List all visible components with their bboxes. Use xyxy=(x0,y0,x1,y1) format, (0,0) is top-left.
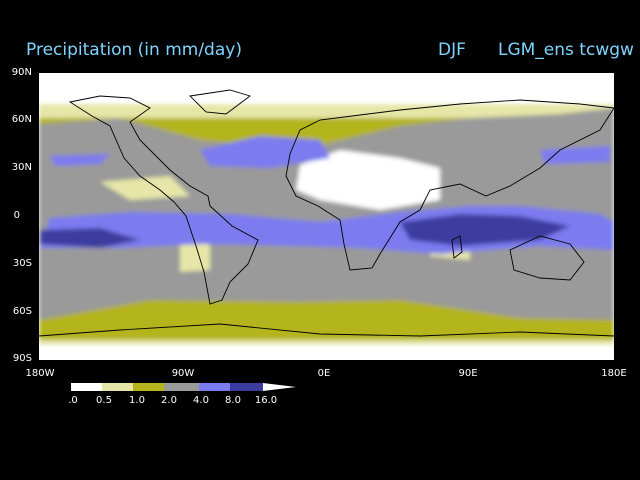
colorbar xyxy=(71,383,296,391)
madagascar-coast xyxy=(451,235,463,259)
colorbar-label: 1.0 xyxy=(129,395,145,406)
n-atlantic-storm xyxy=(200,136,330,168)
precip-field xyxy=(39,73,614,360)
lat-tick: 90N xyxy=(11,67,32,78)
colorbar-label: .0 xyxy=(68,395,78,406)
colorbar-label: 0.5 xyxy=(96,395,112,406)
lon-tick: 90E xyxy=(458,368,478,379)
lat-tick: 30N xyxy=(11,162,32,173)
antarctica-coast xyxy=(39,323,614,337)
n-pacific-storm xyxy=(50,154,110,166)
colorbar-label: 8.0 xyxy=(225,395,241,406)
lat-tick: 60S xyxy=(12,306,32,317)
itcz-core-epac xyxy=(40,228,140,248)
model-label: LGM_ens tcwgw xyxy=(498,40,634,60)
coastlines xyxy=(39,89,614,337)
lon-tick: 180E xyxy=(601,368,627,379)
colorbar-label: 16.0 xyxy=(254,395,278,406)
arctic xyxy=(39,73,614,103)
cb-2 xyxy=(133,383,164,391)
australia-coast xyxy=(509,235,585,281)
colorbar-label: 2.0 xyxy=(161,395,177,406)
lon-tick: 0E xyxy=(317,368,331,379)
lon-tick: 180W xyxy=(25,368,55,379)
sahara-dry xyxy=(296,150,440,210)
dry-sa xyxy=(180,236,210,272)
cb-1 xyxy=(102,383,133,391)
colorbar-label: 4.0 xyxy=(193,395,209,406)
chart-title: Precipitation (in mm/day) xyxy=(26,40,242,60)
eurasia-africa-coast xyxy=(285,99,614,271)
lat-tick: 60N xyxy=(11,114,32,125)
cb-4 xyxy=(199,383,230,391)
americas-coast xyxy=(68,95,259,305)
subtrop-dry-np xyxy=(100,176,190,200)
lat-tick: 0 xyxy=(13,210,20,221)
lat-tick: 30S xyxy=(12,258,32,269)
itcz-core-io xyxy=(400,214,570,246)
cb-6 xyxy=(263,383,296,391)
greenland-coast xyxy=(189,89,251,115)
antarctic xyxy=(39,345,614,360)
cb-5 xyxy=(230,383,263,391)
season-label: DJF xyxy=(438,40,466,60)
lat-tick: 90S xyxy=(12,353,32,364)
cb-3 xyxy=(164,383,199,391)
cb-0 xyxy=(71,383,102,391)
w-pacific-storm xyxy=(540,146,610,164)
lon-tick: 90W xyxy=(171,368,195,379)
